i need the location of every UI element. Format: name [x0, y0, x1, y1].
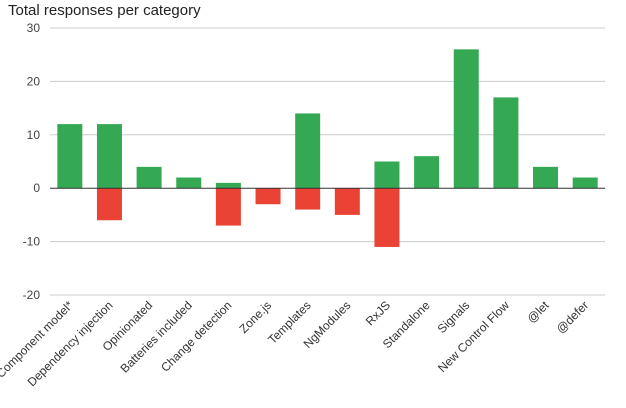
bar-positive: [493, 97, 519, 189]
y-tick-label: -10: [23, 235, 41, 249]
bar-negative: [334, 188, 360, 215]
y-tick-label: 10: [27, 128, 41, 142]
bar-positive: [96, 124, 122, 189]
bar-positive: [176, 177, 202, 189]
bar-negative: [215, 188, 241, 226]
chart-title: Total responses per category: [8, 2, 201, 19]
bar-negative: [374, 188, 400, 247]
y-tick-label: 20: [27, 74, 41, 88]
y-tick-label: -20: [23, 288, 41, 302]
bar-positive: [453, 49, 479, 189]
bar-positive: [136, 166, 162, 189]
x-tick-label: @defer: [553, 298, 591, 336]
x-tick-label: New Control Flow: [435, 298, 512, 375]
bar-positive: [215, 182, 241, 189]
bar-positive: [295, 113, 321, 189]
bar-positive: [374, 161, 400, 189]
bar-negative: [295, 188, 321, 210]
x-tick-label: Batteries included: [118, 298, 195, 375]
bar-negative: [255, 188, 281, 205]
bar-positive: [57, 124, 83, 189]
x-tick-label: @let: [524, 298, 552, 326]
y-tick-label: 0: [33, 181, 40, 195]
x-tick-label: RxJS: [363, 298, 393, 328]
bar-positive: [572, 177, 598, 189]
y-tick-label: 30: [27, 21, 41, 35]
bar-negative: [96, 188, 122, 221]
x-tick-label: Zone.js: [236, 298, 274, 336]
x-tick-label: Signals: [435, 298, 473, 336]
bar-positive: [414, 156, 440, 189]
bar-positive: [533, 166, 559, 189]
x-tick-label: Change detection: [158, 298, 234, 374]
